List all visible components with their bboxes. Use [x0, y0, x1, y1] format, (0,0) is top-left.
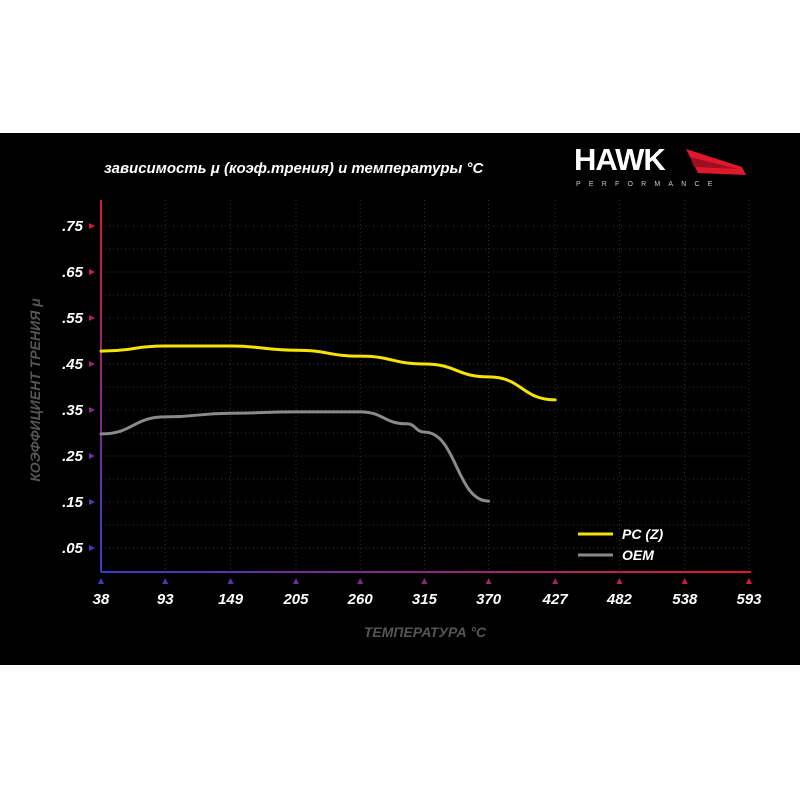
- y-tick-arrow-icon: [89, 223, 95, 229]
- x-tick-label: 93: [157, 591, 174, 608]
- y-tick-label: .05: [62, 540, 84, 557]
- x-tick-arrow-icon: [227, 578, 234, 584]
- x-tick-label: 260: [347, 591, 374, 608]
- y-tick-label: .75: [62, 218, 84, 235]
- y-tick-arrow-icon: [89, 315, 95, 321]
- series-line-pc-z: [99, 344, 557, 402]
- x-tick-arrow-icon: [485, 578, 492, 584]
- x-tick-arrow-icon: [162, 578, 169, 584]
- x-tick-arrow-icon: [552, 578, 559, 584]
- chart-panel: [0, 133, 800, 665]
- y-tick-arrow-icon: [89, 545, 95, 551]
- hawk-logo: HAWK PERFORMANCE: [574, 142, 749, 191]
- legend-label: PC (Z): [622, 526, 664, 542]
- x-tick-arrow-icon: [421, 578, 428, 584]
- logo-wing-icon: [686, 149, 746, 175]
- x-tick-label: 427: [542, 591, 569, 608]
- x-tick-arrow-icon: [292, 578, 299, 584]
- y-tick-label: .15: [62, 494, 84, 511]
- y-axis-line: [100, 200, 102, 572]
- y-tick-label: .55: [62, 310, 84, 327]
- x-tick-label: 370: [476, 591, 502, 608]
- y-tick-arrow-icon: [89, 407, 95, 413]
- y-tick-label: .65: [62, 264, 84, 281]
- y-tick-label: .35: [62, 402, 84, 419]
- x-tick-arrow-icon: [98, 578, 104, 584]
- x-tick-label: 205: [282, 591, 309, 608]
- chart-title: зависимость μ (коэф.трения) и температур…: [104, 160, 484, 177]
- x-tick-label: 149: [218, 591, 244, 608]
- legend-label: OEM: [622, 547, 654, 563]
- x-tick-label: 482: [606, 591, 633, 608]
- x-tick-label: 593: [736, 591, 762, 608]
- x-tick-arrow-icon: [616, 578, 623, 584]
- y-tick-arrow-icon: [89, 361, 95, 367]
- x-tick-label: 38: [93, 591, 110, 608]
- x-tick-label: 315: [412, 591, 438, 608]
- x-tick-label: 538: [672, 591, 698, 608]
- y-axis-title: КОЭФФИЦИЕНТ ТРЕНИЯ μ: [27, 298, 43, 482]
- y-tick-label: .25: [62, 448, 84, 465]
- logo-subtitle: PERFORMANCE: [576, 181, 721, 188]
- x-tick-arrow-icon: [746, 578, 752, 584]
- x-axis-title: ТЕМПЕРАТУРА °C: [364, 624, 487, 640]
- y-tick-arrow-icon: [89, 269, 95, 275]
- logo-text: HAWK: [574, 142, 666, 177]
- y-tick-arrow-icon: [89, 499, 95, 505]
- series-line-oem: [99, 410, 491, 503]
- x-tick-arrow-icon: [681, 578, 688, 584]
- y-tick-arrow-icon: [89, 453, 95, 459]
- x-axis-line: [101, 571, 751, 573]
- y-tick-label: .45: [62, 356, 84, 373]
- x-tick-arrow-icon: [357, 578, 364, 584]
